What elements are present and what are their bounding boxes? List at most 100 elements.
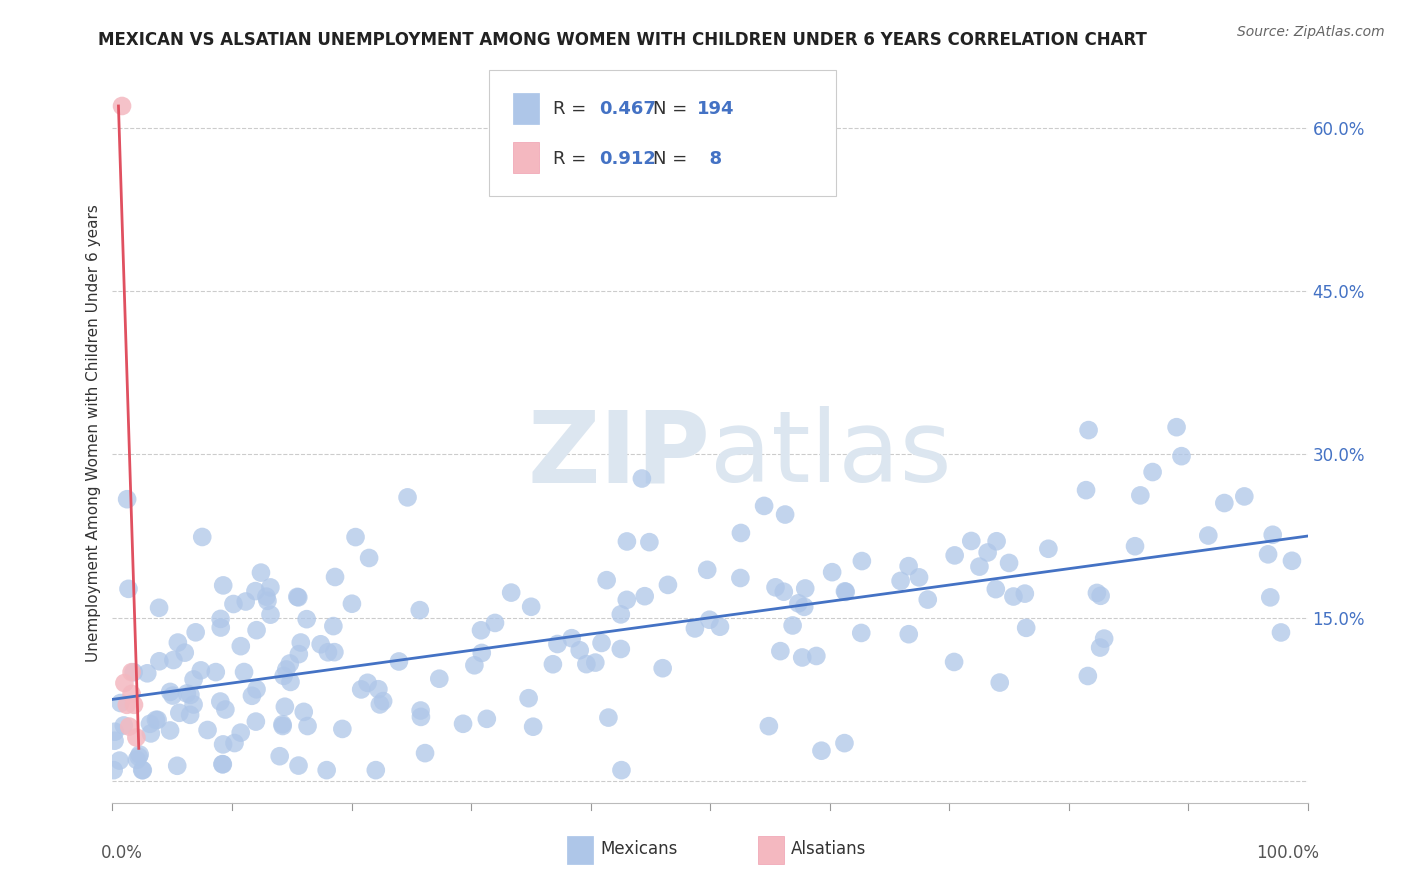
Point <box>998 556 1021 570</box>
Point <box>699 613 721 627</box>
Point <box>851 554 873 568</box>
Point <box>908 570 931 584</box>
Point <box>834 584 856 599</box>
Point <box>1038 541 1060 556</box>
Point <box>810 744 832 758</box>
Point <box>730 571 752 585</box>
Point <box>595 573 617 587</box>
Point <box>103 733 125 747</box>
Point <box>118 720 141 734</box>
Point <box>696 563 718 577</box>
Point <box>769 644 792 658</box>
Point <box>651 661 673 675</box>
Point <box>233 665 256 679</box>
Point <box>146 713 169 727</box>
Point <box>148 600 170 615</box>
Point <box>287 591 309 605</box>
Point <box>709 620 731 634</box>
Point <box>103 763 125 777</box>
Point <box>610 763 633 777</box>
Point <box>190 664 212 678</box>
Point <box>259 581 281 595</box>
Point <box>122 698 145 712</box>
Point <box>173 646 195 660</box>
Text: N =: N = <box>652 150 693 168</box>
Point <box>794 582 817 596</box>
Point <box>1233 490 1256 504</box>
Point <box>1014 586 1036 600</box>
Point <box>125 731 148 745</box>
Y-axis label: Unemployment Among Women with Children Under 6 years: Unemployment Among Women with Children U… <box>86 203 101 662</box>
Text: atlas: atlas <box>710 407 952 503</box>
Point <box>1258 591 1281 605</box>
Point <box>169 706 191 720</box>
Text: Source: ZipAtlas.com: Source: ZipAtlas.com <box>1237 25 1385 39</box>
Point <box>583 656 606 670</box>
Point <box>183 673 205 687</box>
Point <box>765 580 787 594</box>
Point <box>224 736 246 750</box>
Text: R =: R = <box>554 100 592 118</box>
Point <box>209 621 232 635</box>
Point <box>409 603 432 617</box>
Text: MEXICAN VS ALSATIAN UNEMPLOYMENT AMONG WOMEN WITH CHILDREN UNDER 6 YEARS CORRELA: MEXICAN VS ALSATIAN UNEMPLOYMENT AMONG W… <box>98 31 1147 49</box>
Point <box>108 754 131 768</box>
Point <box>463 658 485 673</box>
Point <box>271 719 294 733</box>
Point <box>806 648 828 663</box>
Point <box>1123 539 1146 553</box>
Point <box>1257 547 1279 561</box>
Point <box>484 615 506 630</box>
Point <box>139 716 162 731</box>
Point <box>371 694 394 708</box>
Point <box>1077 669 1099 683</box>
Point <box>1092 632 1115 646</box>
Point <box>250 566 273 580</box>
Point <box>191 530 214 544</box>
Point <box>315 763 337 777</box>
Point <box>184 625 207 640</box>
Point <box>209 694 232 708</box>
Point <box>211 757 233 772</box>
Point <box>114 676 135 690</box>
Point <box>976 545 998 559</box>
Point <box>364 763 387 777</box>
Point <box>501 585 523 599</box>
Point <box>136 666 159 681</box>
Point <box>1002 590 1025 604</box>
Point <box>1085 586 1108 600</box>
Text: Mexicans: Mexicans <box>600 840 678 858</box>
Point <box>245 584 267 599</box>
Point <box>520 599 543 614</box>
Point <box>148 654 170 668</box>
Point <box>271 717 294 731</box>
Point <box>176 686 198 700</box>
Point <box>413 746 436 760</box>
Point <box>616 534 638 549</box>
Point <box>541 657 564 672</box>
Point <box>960 533 983 548</box>
Point <box>285 590 308 604</box>
Point <box>752 499 775 513</box>
Point <box>359 551 381 566</box>
Point <box>758 719 780 733</box>
Text: 0.0%: 0.0% <box>101 844 142 862</box>
Point <box>1281 554 1303 568</box>
Point <box>256 594 278 608</box>
Point <box>575 657 598 672</box>
Point <box>631 471 654 485</box>
Point <box>125 753 148 767</box>
Bar <box>758 836 785 864</box>
FancyBboxPatch shape <box>489 70 835 195</box>
Point <box>634 589 657 603</box>
Point <box>657 578 679 592</box>
Point <box>522 720 544 734</box>
Point <box>235 594 257 608</box>
Point <box>1270 625 1292 640</box>
Point <box>323 645 346 659</box>
Point <box>292 705 315 719</box>
Text: 194: 194 <box>697 100 734 118</box>
Point <box>851 626 873 640</box>
Point <box>917 592 939 607</box>
Point <box>245 714 267 729</box>
